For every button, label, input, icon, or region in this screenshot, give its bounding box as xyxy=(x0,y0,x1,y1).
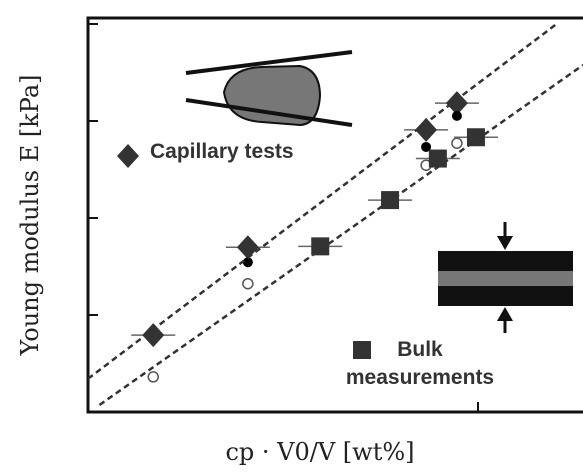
bulk-inset xyxy=(438,222,573,333)
legend-marker xyxy=(353,341,371,359)
diamond-marker xyxy=(445,91,468,116)
diamond-marker xyxy=(142,323,165,348)
plot-frame xyxy=(86,16,583,414)
dot-marker xyxy=(451,110,462,121)
fit-line xyxy=(87,23,558,380)
x-axis-label: cp · V0/V [wt%] xyxy=(225,438,414,466)
legend-capillary: Capillary tests xyxy=(150,140,294,163)
square-marker xyxy=(428,149,447,168)
open-marker xyxy=(242,277,254,290)
dot-marker xyxy=(242,257,253,268)
legend-marker xyxy=(117,144,139,168)
fit-line xyxy=(98,63,583,407)
diamond-marker xyxy=(236,235,259,260)
diamond-marker xyxy=(415,117,438,142)
capillary-inset xyxy=(185,50,353,127)
square-marker xyxy=(466,128,485,147)
dot-marker xyxy=(421,141,432,152)
legend-bulk: Bulk measurements xyxy=(345,338,495,389)
y-axis-label: Young modulus E [kPa] xyxy=(16,74,44,356)
open-marker xyxy=(451,137,463,149)
square-marker xyxy=(311,237,330,256)
open-marker xyxy=(147,371,160,383)
